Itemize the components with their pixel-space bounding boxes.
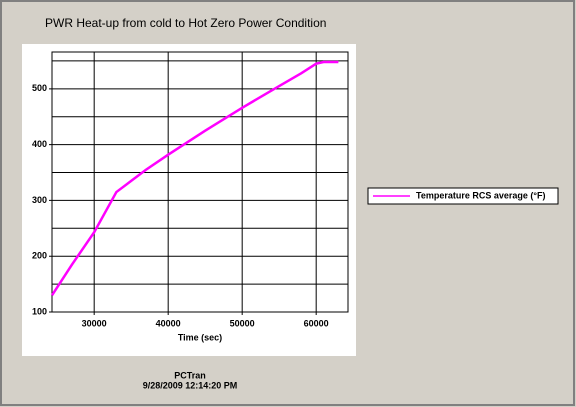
footer: 9/28/2009 12:14:20 PM bbox=[143, 380, 238, 390]
x-tick-label: 50000 bbox=[230, 318, 255, 328]
x-axis-label: Time (sec) bbox=[178, 332, 222, 342]
y-tick-label: 100 bbox=[32, 306, 47, 316]
y-tick-label: 300 bbox=[32, 195, 47, 205]
chart-title: PWR Heat-up from cold to Hot Zero Power … bbox=[45, 16, 326, 30]
x-tick-label: 30000 bbox=[82, 318, 107, 328]
x-tick-label: 60000 bbox=[304, 318, 329, 328]
legend-label: Temperature RCS average (°F) bbox=[416, 190, 545, 200]
legend-box bbox=[367, 187, 559, 205]
footer: PCTran bbox=[174, 370, 206, 380]
y-tick-label: 500 bbox=[32, 83, 47, 93]
y-tick-label: 200 bbox=[32, 251, 47, 261]
data-line bbox=[50, 60, 339, 296]
y-tick-label: 400 bbox=[32, 139, 47, 149]
plot-area-border bbox=[51, 51, 349, 313]
x-tick-label: 40000 bbox=[156, 318, 181, 328]
